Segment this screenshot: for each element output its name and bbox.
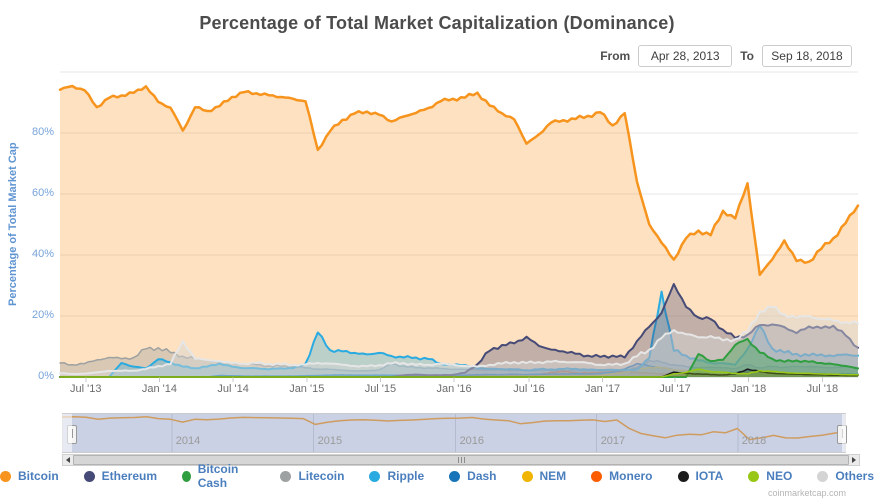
y-axis-label: 0% (38, 370, 54, 382)
watermark: coinmarketcap.com (767, 488, 846, 498)
legend-swatch (521, 470, 533, 482)
legend-swatch (0, 470, 11, 482)
x-axis-label: Jul '13 (70, 383, 102, 395)
navigator-year-label: 2014 (175, 435, 201, 447)
navigator-year-label: 2015 (317, 435, 343, 447)
x-axis-label: Jan '17 (585, 383, 621, 395)
legend-item-bitcoin-cash[interactable]: Bitcoin Cash (182, 462, 255, 490)
legend-item-bitcoin[interactable]: Bitcoin (0, 469, 59, 483)
x-axis-label: Jan '16 (436, 383, 472, 395)
legend-label: IOTA (695, 469, 724, 483)
legend-swatch (182, 470, 191, 482)
from-label: From (600, 49, 631, 63)
x-axis-label: Jul '16 (513, 383, 545, 395)
legend-swatch (83, 470, 95, 482)
x-axis-label: Jul '15 (364, 383, 397, 395)
y-axis-label: 80% (31, 126, 54, 138)
y-axis-label: 40% (31, 248, 54, 260)
scrollbar-thumb[interactable] (73, 455, 849, 465)
navigator-year-label: 2016 (459, 435, 485, 447)
legend-label: Bitcoin Cash (197, 462, 239, 490)
legend-swatch (817, 470, 829, 482)
y-axis-label: 60% (31, 187, 54, 199)
legend-label: Monero (609, 469, 653, 483)
legend-item-ethereum[interactable]: Ethereum (83, 469, 158, 483)
x-axis-label: Jul '18 (806, 383, 839, 395)
chart-canvas (58, 71, 860, 453)
legend-item-neo[interactable]: NEO (748, 469, 792, 483)
navigator-mask (842, 414, 846, 452)
legend-label: NEO (766, 469, 793, 483)
x-axis-label: Jan '15 (289, 383, 325, 395)
legend-label: Others (835, 469, 874, 483)
legend-swatch (280, 470, 292, 482)
legend-label: NEM (539, 469, 567, 483)
legend-item-nem[interactable]: NEM (521, 469, 567, 483)
legend-label: Ethereum (101, 469, 158, 483)
legend-label: Litecoin (298, 469, 345, 483)
legend-item-dash[interactable]: Dash (449, 469, 497, 483)
plot-area[interactable] (60, 72, 858, 377)
legend-swatch (449, 470, 461, 482)
date-range-controls: From To (600, 45, 852, 67)
legend-item-litecoin[interactable]: Litecoin (280, 469, 344, 483)
legend-swatch (369, 470, 381, 482)
from-date-input[interactable] (638, 45, 733, 67)
legend-label: Ripple (387, 469, 425, 483)
legend-swatch (677, 470, 689, 482)
legend-item-ripple[interactable]: Ripple (369, 469, 424, 483)
scrollbar-left-arrow-icon[interactable] (63, 455, 73, 465)
legend: Bitcoin Ethereum Bitcoin Cash Litecoin Rippl… (0, 462, 874, 490)
legend-swatch (748, 470, 760, 482)
legend-label: Dash (467, 469, 497, 483)
x-axis-label: Jul '17 (659, 383, 691, 395)
legend-item-others[interactable]: Others (817, 469, 874, 483)
scrollbar[interactable] (62, 454, 860, 466)
navigator-mask (62, 414, 73, 452)
navigator-year-label: 2017 (600, 435, 626, 447)
legend-label: Bitcoin (18, 469, 59, 483)
legend-item-monero[interactable]: Monero (591, 469, 653, 483)
legend-item-iota[interactable]: IOTA (677, 469, 724, 483)
legend-swatch (591, 470, 603, 482)
scrollbar-right-arrow-icon[interactable] (849, 455, 859, 465)
y-axis-label: 20% (31, 309, 54, 321)
to-label: To (740, 49, 754, 63)
x-axis-label: Jan '18 (731, 383, 767, 395)
navigator-year-label: 2018 (741, 435, 767, 447)
x-axis-label: Jul '14 (217, 383, 249, 395)
x-axis-label: Jan '14 (141, 383, 177, 395)
page-title: Percentage of Total Market Capitalizatio… (199, 13, 675, 33)
to-date-input[interactable] (762, 45, 852, 67)
